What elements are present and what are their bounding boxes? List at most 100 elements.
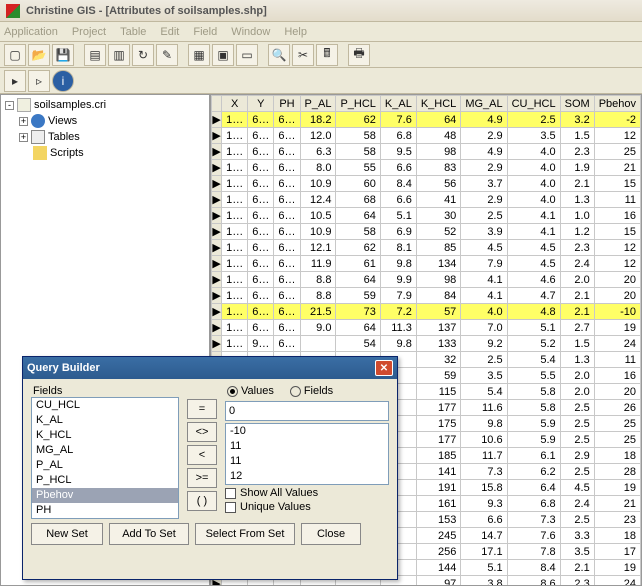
cell[interactable]: 19 [594,480,640,496]
cell[interactable]: 12 [594,128,640,144]
dialog-titlebar[interactable]: Query Builder ✕ [23,357,397,379]
cell[interactable]: 4.6 [507,272,560,288]
cell[interactable]: 9.8 [461,416,507,432]
cell[interactable]: 2.0 [560,384,594,400]
cell[interactable]: 8.0 [300,160,336,176]
tree-root[interactable]: - soilsamples.cri [5,97,205,113]
cell[interactable]: 26 [594,400,640,416]
cell[interactable]: 6… [274,176,300,192]
cell[interactable]: 1… [222,144,248,160]
col-header[interactable]: K_HCL [416,96,460,112]
row-header[interactable]: ▶ [212,336,222,352]
cell[interactable]: 245 [416,528,460,544]
menu-table[interactable]: Table [120,26,146,38]
cell[interactable]: 6.1 [507,448,560,464]
row-header[interactable]: ▶ [212,256,222,272]
tool-select-icon[interactable]: ▹ [28,70,50,92]
unique-row[interactable]: Unique Values [225,501,389,513]
cell[interactable]: 6… [274,192,300,208]
cell[interactable]: 21 [594,160,640,176]
cell[interactable]: 7.6 [380,112,416,128]
cell[interactable]: 6.6 [461,512,507,528]
cell[interactable]: 48 [416,128,460,144]
col-header[interactable]: K_AL [380,96,416,112]
cell[interactable]: 6.6 [380,160,416,176]
cell[interactable]: 3.3 [560,528,594,544]
cell[interactable]: 64 [336,208,380,224]
cell[interactable]: 9.2 [461,336,507,352]
cell[interactable]: 6… [248,208,274,224]
cell[interactable]: 6… [248,240,274,256]
cell[interactable]: 4.0 [461,304,507,320]
cell[interactable]: 98 [416,272,460,288]
cell[interactable]: 3.9 [461,224,507,240]
col-header[interactable]: Y [248,96,274,112]
cell[interactable]: 3.5 [507,128,560,144]
cell[interactable]: 6.8 [507,496,560,512]
cell[interactable]: 5.4 [461,384,507,400]
cell[interactable]: 58 [336,144,380,160]
cell[interactable]: 6.6 [380,192,416,208]
op-paren[interactable]: ( ) [187,491,217,511]
cell[interactable]: 4.9 [461,144,507,160]
cell[interactable]: 4.0 [507,176,560,192]
tool-script-icon[interactable]: ✎ [156,44,178,66]
tree-views[interactable]: + Views [5,113,205,129]
cell[interactable]: 9.8 [380,336,416,352]
cell[interactable]: 6… [248,272,274,288]
row-header[interactable]: ▶ [212,224,222,240]
cell[interactable]: 7.6 [507,528,560,544]
cell[interactable]: 1… [222,256,248,272]
cell[interactable]: 1… [222,224,248,240]
tool-calc-icon[interactable]: 🖩 [316,44,338,66]
cell[interactable]: 5.2 [507,336,560,352]
cell[interactable]: 4.9 [461,112,507,128]
field-item[interactable]: P_AL [32,458,178,473]
cell[interactable]: 6… [248,224,274,240]
col-header[interactable]: X [222,96,248,112]
cell[interactable]: 58 [336,128,380,144]
cell[interactable]: 4.1 [507,224,560,240]
cell[interactable]: 7.9 [461,256,507,272]
cell[interactable]: 1.2 [560,224,594,240]
field-item[interactable]: Pbehov [32,488,178,503]
tool-refresh-icon[interactable]: ↻ [132,44,154,66]
cell[interactable]: 256 [416,544,460,560]
cell[interactable]: 5.9 [507,416,560,432]
cell[interactable]: 9.5 [380,144,416,160]
cell[interactable]: 54 [336,336,380,352]
row-header[interactable]: ▶ [212,176,222,192]
checkbox-icon[interactable] [225,502,236,513]
cell[interactable]: -10 [594,304,640,320]
cell[interactable]: 6… [248,320,274,336]
cell[interactable]: 17.1 [461,544,507,560]
tool-pointer-icon[interactable]: ▸ [4,70,26,92]
cell[interactable]: 6… [248,192,274,208]
row-header[interactable]: ▶ [212,160,222,176]
cell[interactable]: 2.5 [560,432,594,448]
cell[interactable]: 68 [336,192,380,208]
col-header[interactable]: P_HCL [336,96,380,112]
cell[interactable]: 2.0 [560,368,594,384]
cell[interactable]: 12.0 [300,128,336,144]
cell[interactable]: 1… [222,128,248,144]
cell[interactable]: 15.8 [461,480,507,496]
cell[interactable]: 25 [594,144,640,160]
cell[interactable]: 5.5 [507,368,560,384]
cell[interactable]: 18.2 [300,112,336,128]
cell[interactable]: 2.4 [560,256,594,272]
cell[interactable]: 177 [416,400,460,416]
cell[interactable]: 1… [222,288,248,304]
cell[interactable]: 32 [416,352,460,368]
cell[interactable]: 17 [594,544,640,560]
cell[interactable]: 6… [248,176,274,192]
cell[interactable]: 10.9 [300,224,336,240]
cell[interactable]: 6… [274,224,300,240]
cell[interactable]: 4.1 [507,208,560,224]
cell[interactable]: 3.5 [560,544,594,560]
cell[interactable]: 15 [594,176,640,192]
cell[interactable]: 10.9 [300,176,336,192]
cell[interactable]: 12.1 [300,240,336,256]
cell[interactable]: 2.5 [507,112,560,128]
cell[interactable]: 19 [594,320,640,336]
